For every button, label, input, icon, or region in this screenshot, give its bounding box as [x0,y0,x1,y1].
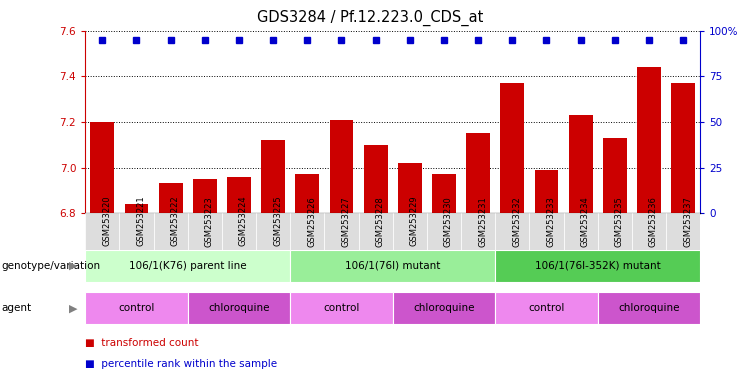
Text: ▶: ▶ [70,261,78,271]
Text: GSM253233: GSM253233 [546,196,556,247]
Bar [222,213,256,280]
Text: chloroquine: chloroquine [208,303,270,313]
Bar [159,184,182,213]
Bar [85,250,290,281]
Text: ▶: ▶ [70,303,78,313]
Text: agent: agent [1,303,32,313]
Text: 106/1(K76) parent line: 106/1(K76) parent line [129,261,247,271]
Text: GSM253230: GSM253230 [444,196,453,247]
Bar [393,213,427,280]
Bar [598,293,700,324]
Text: GSM253232: GSM253232 [512,196,522,247]
Text: 106/1(76I) mutant: 106/1(76I) mutant [345,261,440,271]
Bar [153,213,187,280]
Bar [666,213,700,280]
Bar [598,213,632,280]
Text: chloroquine: chloroquine [413,303,475,313]
Bar [359,213,393,280]
Text: 106/1(76I-352K) mutant: 106/1(76I-352K) mutant [535,261,661,271]
Bar [187,213,222,280]
Text: ■  percentile rank within the sample: ■ percentile rank within the sample [85,359,277,369]
Text: GSM253223: GSM253223 [205,196,214,247]
Bar [90,122,114,213]
Bar [261,140,285,213]
Bar [124,204,148,213]
Text: GSM253231: GSM253231 [478,196,487,247]
Bar [290,293,393,324]
Bar [495,293,598,324]
Bar [495,213,529,280]
Text: GSM253236: GSM253236 [649,196,658,247]
Text: GSM253224: GSM253224 [239,196,248,247]
Bar [398,163,422,213]
Bar [187,293,290,324]
Text: GSM253221: GSM253221 [136,196,145,247]
Text: GSM253226: GSM253226 [308,196,316,247]
Text: GDS3284 / Pf.12.223.0_CDS_at: GDS3284 / Pf.12.223.0_CDS_at [257,10,484,26]
Bar [364,145,388,213]
Bar [119,213,153,280]
Text: control: control [119,303,155,313]
Text: GSM253229: GSM253229 [410,196,419,247]
Bar [290,213,325,280]
Bar [529,213,564,280]
Bar [85,293,187,324]
Text: control: control [323,303,359,313]
Bar [461,213,495,280]
Text: GSM253227: GSM253227 [342,196,350,247]
Bar [564,213,598,280]
Text: GSM253222: GSM253222 [170,196,179,247]
Bar [393,293,495,324]
Bar [296,174,319,213]
Text: GSM253237: GSM253237 [683,196,692,247]
Text: ■  transformed count: ■ transformed count [85,338,199,348]
Bar [637,67,661,213]
Bar [568,115,593,213]
Bar [495,250,700,281]
Text: GSM253220: GSM253220 [102,196,111,247]
Text: genotype/variation: genotype/variation [1,261,101,271]
Bar [256,213,290,280]
Text: chloroquine: chloroquine [618,303,679,313]
Text: GSM253225: GSM253225 [273,196,282,247]
Bar [85,213,119,280]
Text: control: control [528,303,565,313]
Bar [603,138,627,213]
Bar [193,179,217,213]
Bar [466,133,490,213]
Bar [290,250,495,281]
Bar [500,83,525,213]
Text: GSM253234: GSM253234 [581,196,590,247]
Text: GSM253235: GSM253235 [615,196,624,247]
Text: GSM253228: GSM253228 [376,196,385,247]
Bar [432,174,456,213]
Bar [330,120,353,213]
Bar [227,177,251,213]
Bar [632,213,666,280]
Bar [427,213,461,280]
Bar [534,170,559,213]
Bar [671,83,695,213]
Bar [325,213,359,280]
